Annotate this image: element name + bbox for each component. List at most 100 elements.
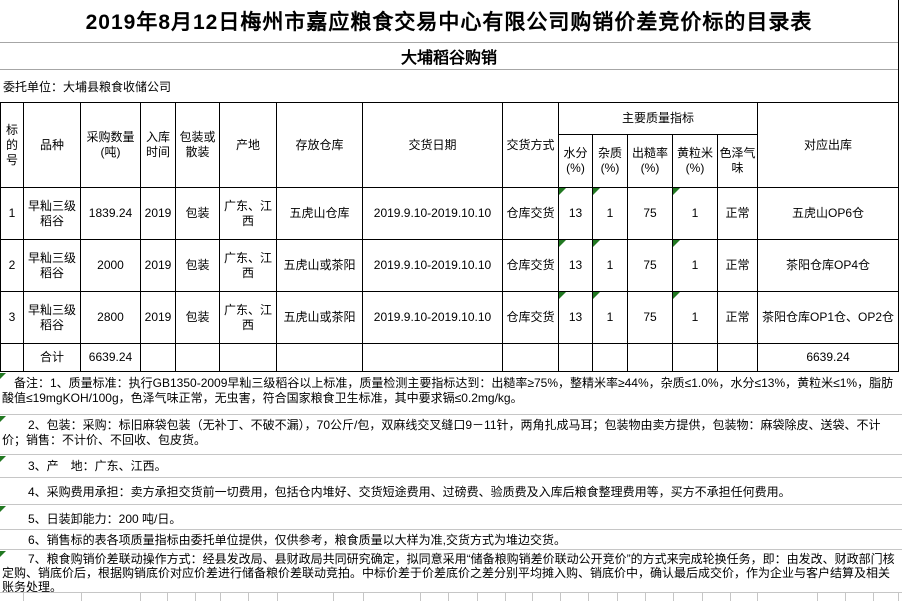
header-warehouse: 存放仓库 — [276, 102, 363, 188]
header-impurity: 杂质(%) — [592, 134, 628, 188]
cell-yellow-grain: 1 — [672, 291, 718, 344]
header-storage-time: 入库时间 — [140, 102, 176, 188]
cell-storage-time: 2019 — [140, 239, 176, 292]
note-remark-6: 6、销售标的表各项质量指标由委托单位提供，仅供参考，粮食质量以大样为准,交货方式… — [0, 530, 902, 550]
cell-brown-rice-rate: 75 — [627, 187, 673, 240]
table-row-1: 1 早籼三级稻谷 1839.24 2019 包装 广东、江西 五虎山仓库 201… — [0, 187, 900, 240]
text-format-flag-icon — [0, 551, 6, 557]
grid-line — [448, 593, 449, 601]
cell-yellow-grain: 1 — [672, 239, 718, 292]
cell-brown-rice-rate: 75 — [627, 291, 673, 344]
text-format-flag-icon — [593, 292, 600, 299]
cell-empty — [140, 343, 176, 372]
header-no: 标的号 — [0, 102, 24, 188]
grid-line — [873, 593, 874, 601]
text-format-flag-icon — [559, 240, 566, 247]
cell-impurity: 1 — [592, 239, 628, 292]
grid-line — [645, 593, 646, 601]
cell-brown-rice-rate: 75 — [627, 239, 673, 292]
grid-line — [505, 593, 506, 601]
cell-color-odor: 正常 — [716, 187, 759, 240]
table-row-2: 2 早籼三级稻谷 2000 2019 包装 广东、江西 五虎山或茶阳 2019.… — [0, 239, 900, 292]
note-text: 4、采购费用承担：卖方承担交货前一切费用，包括仓内堆好、交货短途费用、过磅费、验… — [28, 485, 791, 499]
grid-line — [81, 593, 82, 601]
cell-quantity: 2800 — [80, 291, 141, 344]
cell-origin: 广东、江西 — [219, 187, 277, 240]
text-format-flag-icon — [593, 240, 600, 247]
grid-line — [702, 593, 703, 601]
total-out-warehouse: 6639.24 — [757, 343, 900, 372]
text-format-flag-icon — [0, 416, 6, 422]
cell-moisture: 13 — [558, 187, 593, 240]
cell-moisture: 13 — [558, 291, 593, 344]
header-quantity: 采购数量(吨) — [80, 102, 141, 188]
cell-empty — [558, 343, 593, 372]
cell-warehouse: 五虎山仓库 — [276, 187, 363, 240]
cell-out-warehouse: 茶阳仓库OP4仓 — [757, 239, 900, 292]
grid-line — [617, 593, 618, 601]
cell-delivery-method: 仓库交货 — [502, 187, 559, 240]
cell-color-odor: 正常 — [716, 291, 759, 344]
note-remark-1: 备注：1、质量标准：执行GB1350-2009早籼三级稻谷以上标准，质量检测主要… — [0, 372, 902, 415]
cell-yellow-grain: 1 — [672, 187, 718, 240]
note-text: 6、销售标的表各项质量指标由委托单位提供，仅供参考，粮食质量以大样为准,交货方式… — [28, 533, 567, 547]
cell-empty — [0, 343, 24, 372]
cell-delivery-date: 2019.9.10-2019.10.10 — [362, 239, 503, 292]
note-remark-7: 7、粮食购销价差联动操作方式：经县发改局、县财政局共同研究确定，拟同意采用“储备… — [0, 550, 902, 593]
text-format-flag-icon — [0, 456, 6, 462]
table-row-3: 3 早籼三级稻谷 2800 2019 包装 广东、江西 五虎山或茶阳 2019.… — [0, 291, 900, 344]
cell-empty — [502, 343, 559, 372]
header-yellow-grain: 黄粒米(%) — [672, 134, 718, 188]
bottom-grid-row — [0, 593, 902, 601]
note-text: 7、粮食购销价差联动操作方式：经县发改局、县财政局共同研究确定，拟同意采用“储备… — [2, 552, 895, 593]
header-brown-rice-rate: 出糙率(%) — [627, 134, 673, 188]
note-remark-4: 4、采购费用承担：卖方承担交货前一切费用，包括仓内堆好、交货短途费用、过磅费、验… — [0, 478, 902, 505]
header-origin: 产地 — [219, 102, 277, 188]
cell-warehouse: 五虎山或茶阳 — [276, 239, 363, 292]
grid-line — [363, 593, 364, 601]
note-remark-2: 2、包装：采购：标旧麻袋包装（无补丁、不破不漏），70公斤/包，双麻线交叉缝口9… — [0, 415, 902, 455]
notes-section: 备注：1、质量标准：执行GB1350-2009早籼三级稻谷以上标准，质量检测主要… — [0, 372, 902, 593]
header-section: 2019年8月12日梅州市嘉应粮食交易中心有限公司购销价差竞价标的目录表 大埔稻… — [0, 0, 899, 102]
cell-moisture: 13 — [558, 239, 593, 292]
header-packing: 包装或散装 — [175, 102, 220, 188]
grid-line — [477, 593, 478, 601]
grid-line — [588, 593, 589, 601]
text-format-flag-icon — [593, 188, 600, 195]
cell-packing: 包装 — [175, 239, 220, 292]
cell-origin: 广东、江西 — [219, 239, 277, 292]
cell-empty — [672, 343, 718, 372]
note-text: 5、日装卸能力：200 吨/日。 — [28, 512, 182, 526]
header-moisture: 水分(%) — [558, 134, 593, 188]
cell-out-warehouse: 五虎山OP6仓 — [757, 187, 900, 240]
cell-no: 3 — [0, 291, 24, 344]
cell-packing: 包装 — [175, 291, 220, 344]
header-out-warehouse: 对应出库 — [757, 102, 900, 188]
cell-delivery-date: 2019.9.10-2019.10.10 — [362, 187, 503, 240]
grid-line — [845, 593, 846, 601]
note-remark-5: 5、日装卸能力：200 吨/日。 — [0, 505, 902, 530]
grid-line — [167, 593, 168, 601]
grid-line — [333, 593, 334, 601]
grid-line — [898, 593, 899, 601]
cell-variety: 早籼三级稻谷 — [23, 291, 81, 344]
grid-line — [140, 593, 141, 601]
cell-impurity: 1 — [592, 187, 628, 240]
note-remark-3: 3、产 地：广东、江西。 — [0, 455, 902, 478]
cell-empty — [716, 343, 759, 372]
text-format-flag-icon — [673, 292, 680, 299]
total-quantity: 6639.24 — [80, 343, 141, 372]
header-variety: 品种 — [23, 102, 81, 188]
cell-variety: 早籼三级稻谷 — [23, 187, 81, 240]
text-format-flag-icon — [673, 240, 680, 247]
cell-empty — [362, 343, 503, 372]
grid-line — [757, 593, 758, 601]
cell-quantity: 2000 — [80, 239, 141, 292]
cell-delivery-date: 2019.9.10-2019.10.10 — [362, 291, 503, 344]
grid-line — [817, 593, 818, 601]
cell-warehouse: 五虎山或茶阳 — [276, 291, 363, 344]
header-delivery-date: 交货日期 — [362, 102, 503, 188]
cell-empty — [219, 343, 277, 372]
catalog-table: 标的号 品种 采购数量(吨) 入库时间 包装或散装 产地 存放仓库 交货日期 交… — [0, 102, 900, 372]
